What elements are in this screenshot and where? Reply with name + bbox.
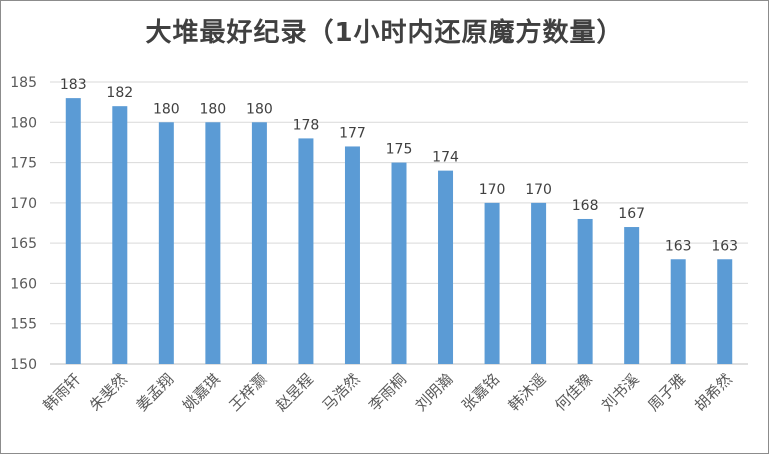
- y-tick-label: 165: [10, 236, 37, 252]
- data-label: 174: [432, 150, 459, 166]
- x-tick-label: 刘明瀚: [412, 370, 457, 415]
- data-label: 170: [479, 182, 506, 198]
- x-axis: 韩雨轩 朱斐然 姜孟翔 姚嘉琪 王梓灏 赵昱程 马浩然 李雨桐 刘明瀚 张嘉铭 韩沐遥 何佳豫 刘书溪周…: [40, 370, 736, 415]
- y-tick-label: 155: [10, 317, 37, 333]
- data-label: 177: [339, 125, 366, 141]
- y-tick-label: 150: [10, 357, 37, 373]
- x-tick-label: 刘书溪: [598, 370, 643, 415]
- bar: [112, 106, 128, 365]
- bar: [438, 170, 454, 364]
- bar: [577, 218, 593, 364]
- x-tick-label: 马浩然: [319, 370, 364, 415]
- data-label: 175: [386, 142, 413, 158]
- bar: [531, 202, 547, 364]
- data-labels: 183 182 180 180 180 178 177 175 174 170 170 168 167 1…: [60, 77, 738, 254]
- x-tick-label: 韩雨轩: [40, 370, 85, 415]
- x-tick-label: 周子雅: [644, 370, 689, 415]
- bar: [670, 259, 686, 364]
- data-label: 182: [106, 85, 133, 101]
- y-axis: 150 155 160 165 170 175 180 185: [10, 75, 37, 373]
- y-tick-label: 175: [10, 156, 37, 172]
- x-tick-label: 赵昱程: [272, 370, 317, 415]
- data-label: 183: [60, 77, 87, 93]
- data-label: 168: [572, 198, 599, 214]
- x-tick-label: 姚嘉琪: [179, 370, 224, 415]
- bar: [624, 227, 640, 364]
- x-tick-label: 朱斐然: [86, 370, 131, 415]
- bar: [205, 122, 221, 365]
- bar: [391, 162, 407, 364]
- bar: [484, 202, 500, 364]
- data-label: 180: [199, 101, 226, 117]
- x-tick-label: 李雨桐: [365, 370, 410, 415]
- y-tick-label: 170: [10, 196, 37, 212]
- bar: [717, 259, 733, 364]
- x-tick-label: 姜孟翔: [133, 370, 178, 415]
- bar: [65, 98, 81, 364]
- y-tick-label: 185: [10, 75, 37, 91]
- x-tick-label: 王梓灏: [226, 370, 271, 415]
- bar: [344, 146, 360, 364]
- chart-title: 大堆最好纪录（1小时内还原魔方数量）: [145, 18, 624, 48]
- data-label: 180: [246, 101, 273, 117]
- data-label: 180: [153, 101, 180, 117]
- data-label: 163: [665, 238, 692, 254]
- bars: [65, 98, 733, 365]
- y-tick-label: 160: [10, 276, 37, 292]
- data-label: 163: [711, 238, 738, 254]
- x-tick-label: 何佳豫: [551, 370, 596, 415]
- x-tick-label: 胡希然: [691, 370, 736, 415]
- bar: [251, 122, 267, 365]
- bar: [298, 138, 314, 364]
- data-label: 170: [525, 182, 552, 198]
- x-tick-label: 韩沐遥: [505, 370, 550, 415]
- y-tick-label: 180: [10, 115, 37, 131]
- bar: [158, 122, 174, 365]
- data-label: 178: [293, 117, 320, 133]
- x-tick-label: 张嘉铭: [458, 370, 503, 415]
- data-label: 167: [618, 206, 645, 222]
